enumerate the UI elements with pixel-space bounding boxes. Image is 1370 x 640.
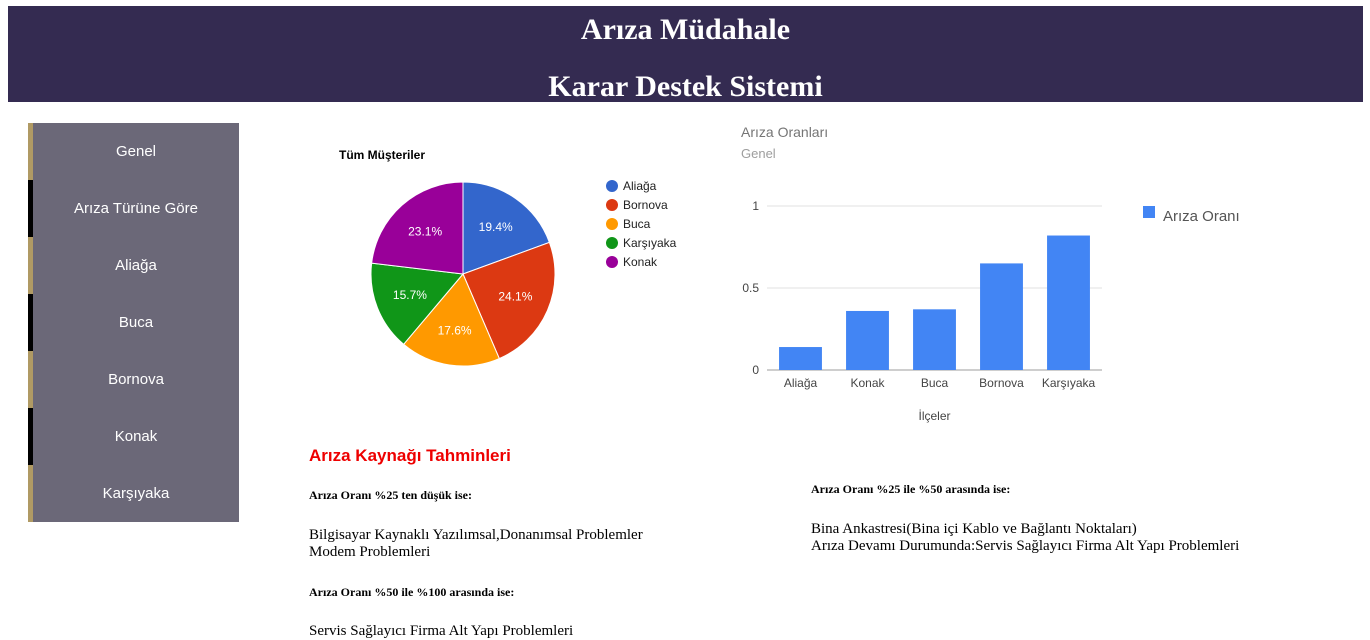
sidebar-item-bornova[interactable]: Bornova bbox=[28, 351, 239, 408]
bar-chart-subtitle: Genel bbox=[741, 146, 776, 161]
sidebar-item-konak[interactable]: Konak bbox=[28, 408, 239, 465]
legend-swatch bbox=[606, 256, 618, 268]
sidebar-item-label: Arıza Türüne Göre bbox=[74, 200, 198, 217]
legend-label-bornova: Bornova bbox=[623, 198, 668, 212]
bar-aliaga[interactable] bbox=[779, 347, 822, 370]
bar-konak[interactable] bbox=[846, 310, 889, 370]
bar-chart: Arıza Oranları Genel 0 0.5 1 Aliağa Konak Buca B… bbox=[741, 124, 1240, 423]
sidebar-item-buca[interactable]: Buca bbox=[28, 294, 239, 351]
bar-chart-title: Arıza Oranları bbox=[741, 124, 828, 140]
legend-swatch bbox=[606, 199, 618, 211]
pie-slice-konak[interactable] bbox=[371, 181, 464, 275]
sidebar-item-label: Buca bbox=[118, 314, 154, 331]
legend-label-buca: Buca bbox=[623, 217, 651, 231]
x-tick-label: Karşıyaka bbox=[1042, 376, 1096, 390]
mid-rate-line2: Arıza Devamı Durumunda:Servis Sağlayıcı … bbox=[811, 538, 1240, 554]
sidebar-item-label: Konak bbox=[114, 428, 158, 445]
pie-slice-bornova[interactable] bbox=[462, 241, 556, 360]
pie-slice-aliaga[interactable] bbox=[462, 181, 551, 275]
sidebar-item-karsiyaka[interactable]: Karşıyaka bbox=[28, 465, 239, 522]
x-tick-label: Bornova bbox=[979, 376, 1024, 390]
predictions-title: Arıza Kaynağı Tahminleri bbox=[309, 446, 511, 465]
bar-bornova[interactable] bbox=[980, 263, 1023, 370]
header-title-line1: Arıza Müdahale bbox=[580, 13, 791, 46]
pie-slice-label: 17.6% bbox=[438, 323, 472, 337]
legend-label-ariza-orani: Arıza Oranı bbox=[1163, 208, 1240, 225]
y-tick-label: 0.5 bbox=[742, 281, 759, 295]
pie-slice-label: 19.4% bbox=[479, 220, 513, 234]
header-title-line2: Karar Destek Sistemi bbox=[548, 70, 823, 103]
sidebar-item-label: Aliağa bbox=[115, 257, 157, 274]
bar-buca[interactable] bbox=[913, 309, 956, 370]
x-tick-label: Aliağa bbox=[784, 376, 818, 390]
high-rate-label: Arıza Oranı %50 ile %100 arasında ise: bbox=[309, 585, 515, 599]
y-tick-label: 1 bbox=[752, 199, 759, 213]
sidebar-item-label: Bornova bbox=[108, 371, 164, 388]
high-rate-line1: Servis Sağlayıcı Firma Alt Yapı Probleml… bbox=[309, 623, 574, 639]
low-rate-line2: Modem Problemleri bbox=[309, 544, 431, 560]
pie-slice-label: 24.1% bbox=[498, 290, 532, 304]
sidebar-item-ariza-turu[interactable]: Arıza Türüne Göre bbox=[28, 180, 239, 237]
legend-swatch bbox=[606, 180, 618, 192]
legend-label-aliaga: Aliağa bbox=[623, 179, 657, 193]
low-rate-label: Arıza Oranı %25 ten düşük ise: bbox=[309, 488, 473, 502]
legend-swatch bbox=[606, 218, 618, 230]
low-rate-line1: Bilgisayar Kaynaklı Yazılımsal,Donanımsa… bbox=[309, 527, 643, 543]
x-axis-title: İlçeler bbox=[918, 409, 950, 423]
pie-chart: Tüm Müşteriler 19.4% 24.1% 17.6% 15.7% 23.1% A… bbox=[339, 148, 677, 367]
sidebar-item-genel[interactable]: Genel bbox=[28, 123, 239, 180]
pie-slice-label: 15.7% bbox=[393, 288, 427, 302]
pie-slice-buca[interactable] bbox=[402, 273, 500, 367]
legend-label-konak: Konak bbox=[623, 255, 658, 269]
pie-slice-label: 23.1% bbox=[408, 224, 442, 238]
sidebar: Genel Arıza Türüne Göre Aliağa Buca Born… bbox=[28, 123, 239, 522]
legend-swatch bbox=[606, 237, 618, 249]
legend-label-karsiyaka: Karşıyaka bbox=[623, 236, 677, 250]
pie-title: Tüm Müşteriler bbox=[339, 148, 425, 162]
mid-rate-label: Arıza Oranı %25 ile %50 arasında ise: bbox=[811, 482, 1011, 496]
legend-swatch bbox=[1143, 206, 1155, 218]
y-tick-label: 0 bbox=[752, 363, 759, 377]
x-tick-label: Konak bbox=[850, 376, 885, 390]
bar-karsiyaka[interactable] bbox=[1047, 235, 1090, 370]
mid-rate-line1: Bina Ankastresi(Bina içi Kablo ve Bağlan… bbox=[811, 521, 1137, 537]
x-tick-label: Buca bbox=[921, 376, 949, 390]
sidebar-item-label: Genel bbox=[115, 143, 157, 160]
sidebar-item-aliaga[interactable]: Aliağa bbox=[28, 237, 239, 294]
app-header: Arıza Müdahale Karar Destek Sistemi bbox=[8, 6, 1363, 103]
pie-slice-karsiyaka[interactable] bbox=[370, 262, 464, 345]
sidebar-item-label: Karşıyaka bbox=[102, 485, 170, 502]
